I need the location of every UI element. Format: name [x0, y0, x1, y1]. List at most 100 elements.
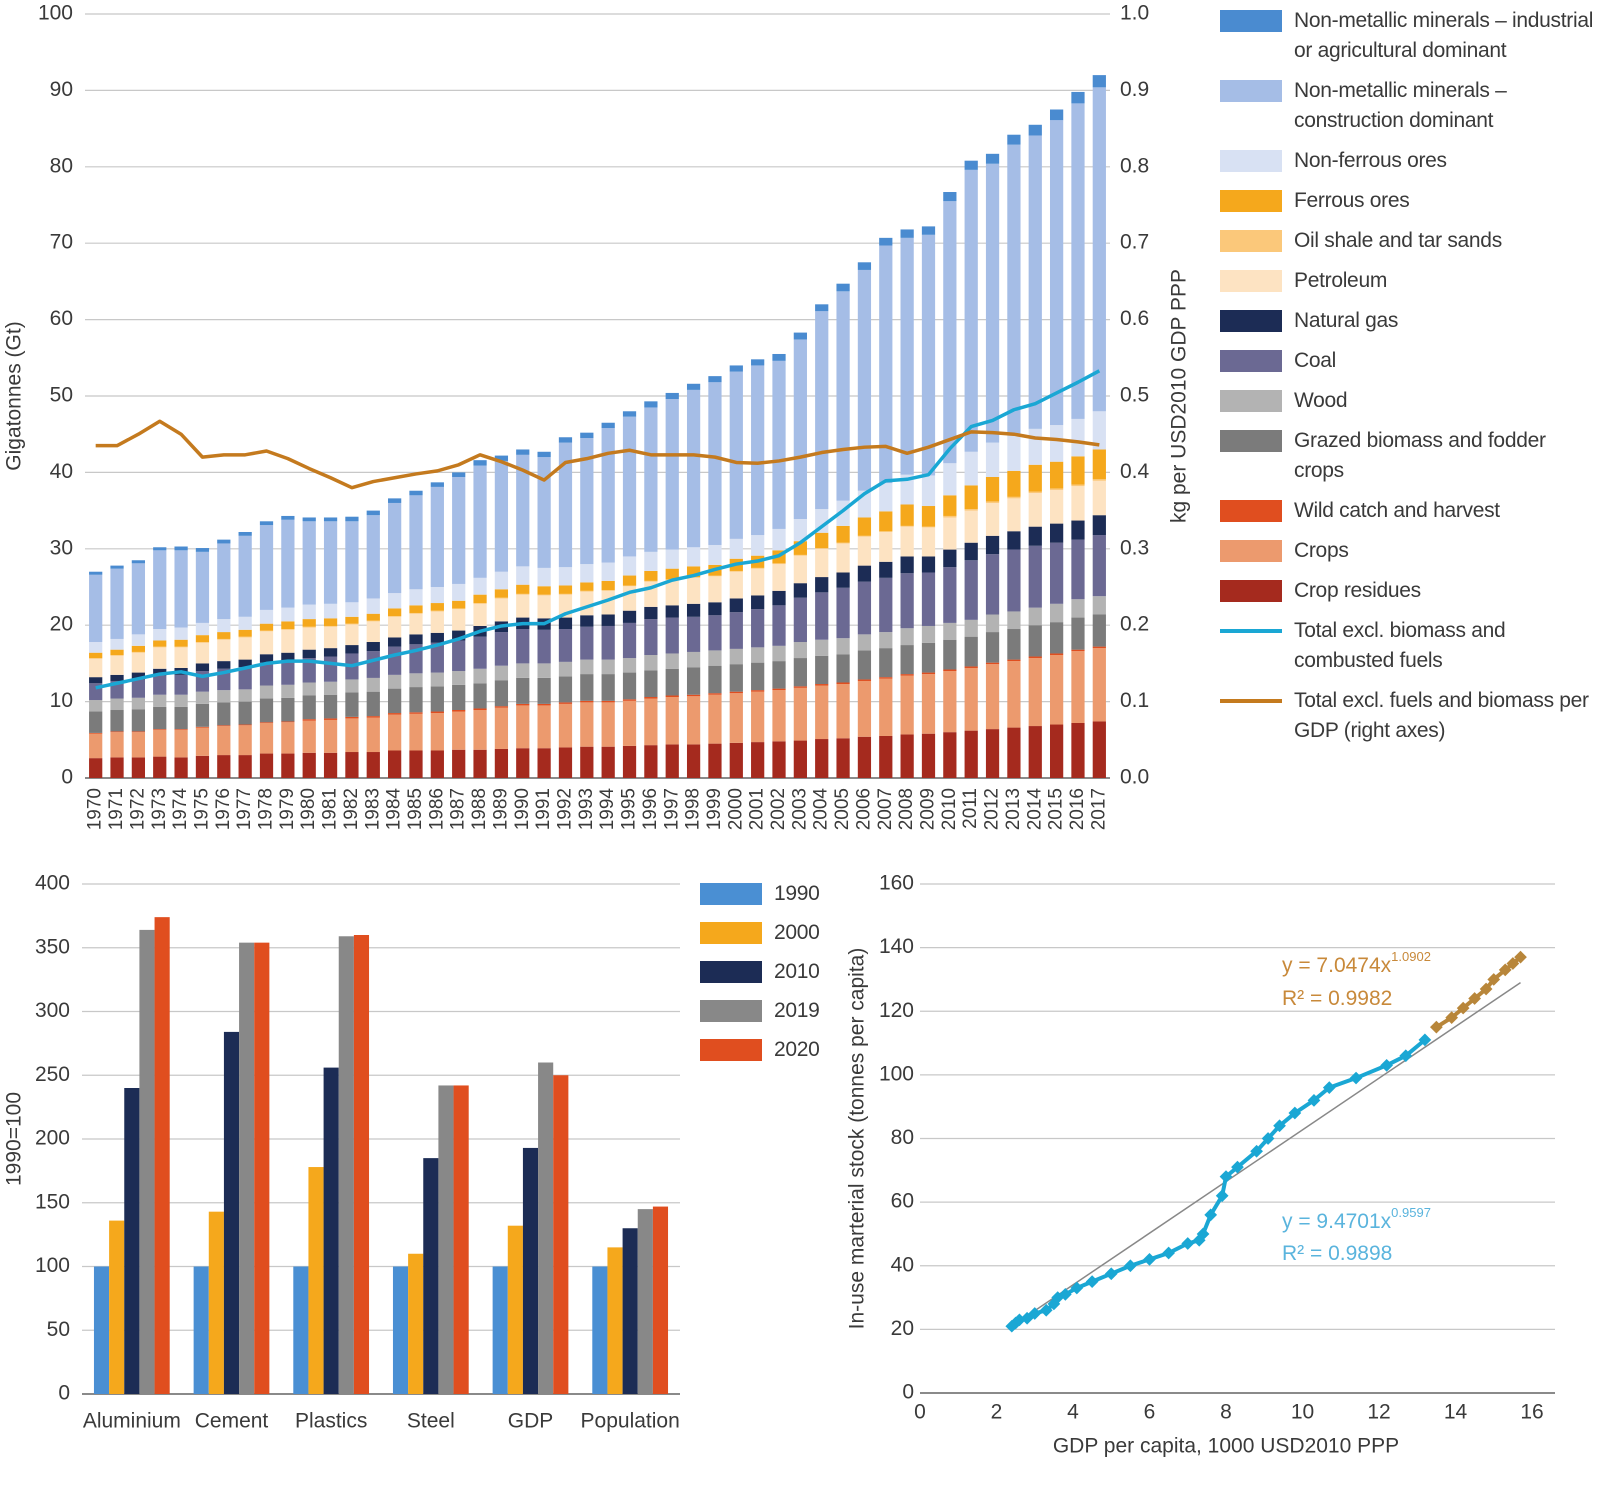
bar-segment: [281, 607, 295, 622]
bar-segment: [1071, 649, 1085, 652]
bar-segment: [900, 229, 914, 238]
bar-segment: [665, 617, 679, 654]
bar-segment: [601, 674, 615, 701]
bar: [637, 1209, 653, 1394]
x-tick-label: 2002: [768, 788, 789, 830]
x-tick-label: 2004: [811, 788, 832, 831]
legend-swatch: [1220, 80, 1282, 102]
bar-segment: [601, 590, 615, 615]
point: [1162, 1246, 1175, 1260]
bar-segment: [217, 539, 231, 544]
bar-segment: [281, 652, 295, 662]
bar-segment: [409, 605, 423, 613]
legend-label: Grazed biomass and fodder crops: [1294, 429, 1546, 482]
bar-segment: [815, 684, 829, 686]
bar-segment: [366, 613, 380, 621]
bar-segment: [644, 570, 658, 581]
bar-segment: [1049, 654, 1064, 725]
point: [1196, 1227, 1210, 1241]
bar-segment: [131, 732, 146, 758]
legend-entry: Wood: [1220, 386, 1595, 416]
bar-segment: [943, 192, 957, 202]
bar-segment: [921, 672, 936, 675]
bar-segment: [772, 741, 786, 778]
bar-segment: [751, 662, 765, 691]
bar-segment: [1007, 727, 1021, 778]
bar-segment: [708, 376, 722, 383]
bar: [139, 929, 155, 1394]
y-tick-label: 0.6: [1120, 307, 1149, 330]
bar-segment: [174, 647, 188, 668]
bar-segment: [259, 722, 274, 754]
bar-segment: [1092, 535, 1106, 597]
trendline: [1011, 981, 1521, 1327]
annotation-text: R² = 0.9898: [1282, 1242, 1392, 1265]
bar-segment: [1092, 648, 1106, 722]
bar-segment: [195, 691, 210, 704]
bar: [208, 1211, 224, 1394]
bar: [239, 942, 255, 1394]
bar-segment: [452, 671, 466, 685]
bar-segment: [473, 710, 487, 750]
bar-segment: [238, 637, 252, 660]
bar-segment: [430, 482, 444, 487]
x-tick-label: 1973: [149, 788, 170, 830]
bar-segment: [89, 677, 103, 684]
bar-segment: [430, 611, 444, 633]
x-tick-label: 2013: [1003, 788, 1024, 830]
bar-segment: [558, 437, 573, 443]
y-tick-label: 1.0: [1120, 2, 1149, 25]
legend-label: 1990: [774, 882, 820, 905]
bar-segment: [153, 550, 167, 630]
bar-segment: [622, 416, 637, 557]
bar-segment: [259, 630, 274, 632]
bar-segment: [516, 705, 530, 749]
bar-segment: [409, 613, 423, 635]
bar-segment: [238, 629, 252, 637]
bar-segment: [772, 353, 786, 361]
x-tick-label: 2016: [1067, 788, 1088, 830]
annotation: R² = 0.9898: [1282, 1242, 1392, 1265]
y-tick-label: 0: [61, 766, 73, 789]
x-tick-label: 2: [991, 1401, 1003, 1424]
bar-segment: [281, 684, 295, 698]
bar-segment: [366, 691, 380, 717]
bar-segment: [815, 639, 829, 656]
x-tick-label: 4: [1067, 1401, 1079, 1424]
bar-segment: [430, 610, 444, 612]
bar-segment: [409, 589, 423, 606]
bar-segment: [943, 639, 957, 670]
y-tick-label: 0.1: [1120, 689, 1149, 712]
bar-segment: [537, 705, 551, 749]
x-tick-label: 2003: [789, 788, 810, 830]
bar-segment: [793, 686, 807, 688]
bar-segment: [281, 515, 295, 520]
x-tick-label: Steel: [407, 1410, 455, 1433]
bar-segment: [516, 677, 530, 704]
bar-segment: [708, 615, 722, 651]
bar-segment: [1092, 479, 1106, 481]
bar-segment: [430, 750, 444, 778]
bar-segment: [964, 169, 978, 452]
bar-segment: [622, 556, 637, 576]
bar-segment: [195, 642, 210, 643]
point: [1204, 1208, 1218, 1222]
point: [1124, 1259, 1137, 1273]
legend-swatch: [700, 922, 762, 944]
bar-segment: [708, 693, 722, 695]
point: [1104, 1267, 1118, 1281]
annotation-superscript: 0.9597: [1391, 1205, 1431, 1220]
bar-segment: [622, 699, 637, 701]
bar-segment: [1049, 488, 1064, 490]
legend-swatch: [1220, 350, 1282, 372]
bar-segment: [1028, 464, 1042, 492]
x-tick-label: 16: [1520, 1401, 1543, 1424]
x-tick-label: Population: [581, 1410, 680, 1433]
x-tick-label: 14: [1444, 1401, 1468, 1424]
bar-segment: [1092, 411, 1106, 450]
bar-segment: [494, 748, 509, 778]
bar-segment: [323, 618, 338, 626]
bar-segment: [772, 661, 786, 689]
bar-segment: [345, 718, 359, 753]
